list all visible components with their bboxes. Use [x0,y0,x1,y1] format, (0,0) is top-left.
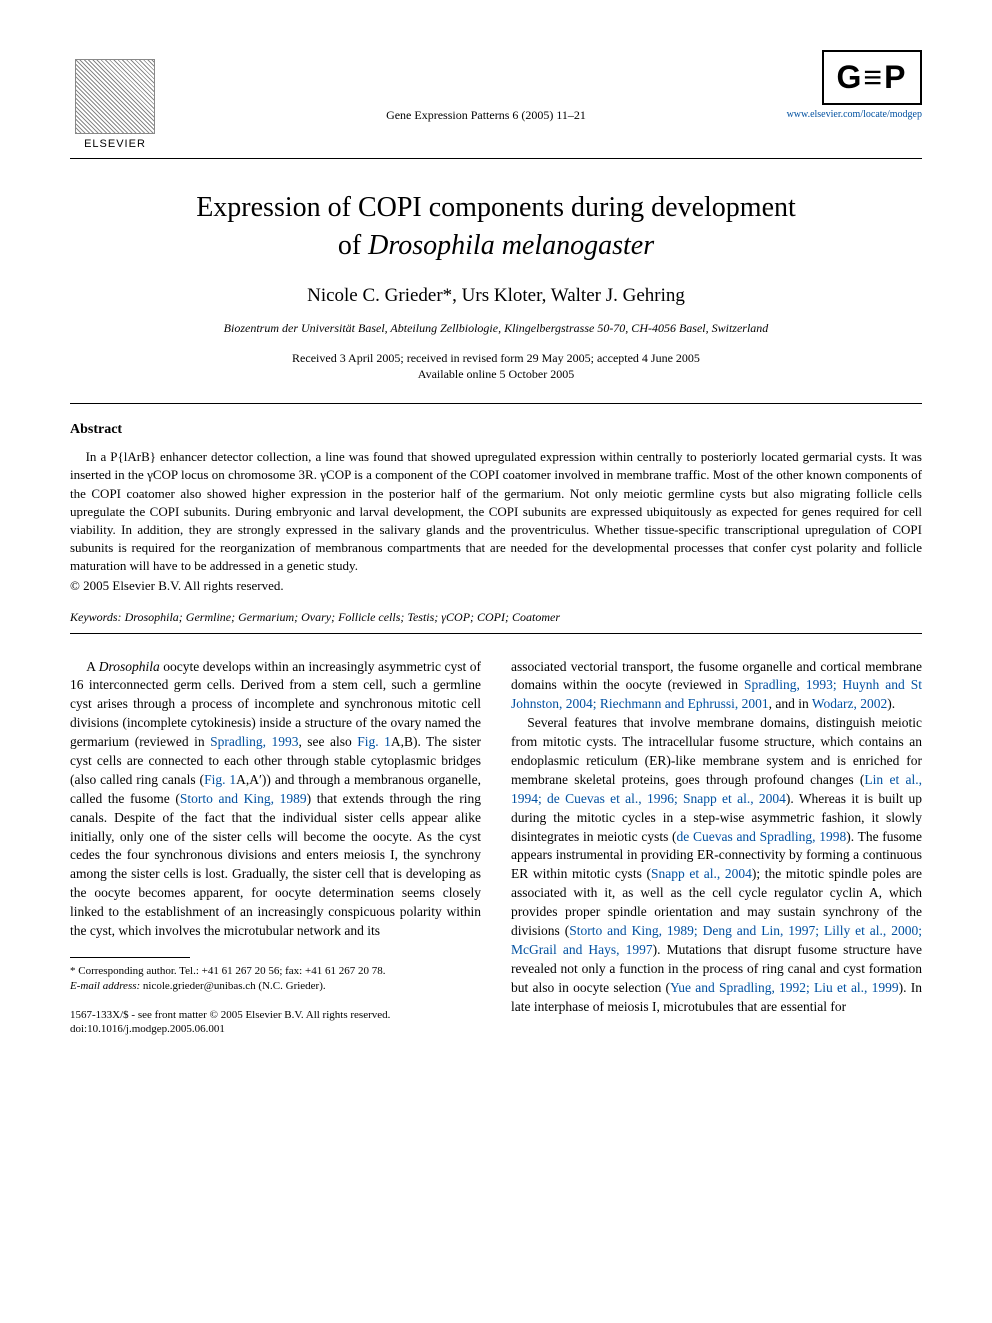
gep-logo-box: G≡P www.elsevier.com/locate/modgep [812,50,922,120]
left-p1: A Drosophila oocyte develops within an i… [70,658,481,941]
txt: , and in [769,696,812,711]
article-title: Expression of COPI components during dev… [70,189,922,265]
email-line: E-mail address: nicole.grieder@unibas.ch… [70,979,481,994]
txt: A [86,659,99,674]
rule-below-keywords [70,633,922,634]
issn-line: 1567-133X/$ - see front matter © 2005 El… [70,1008,481,1023]
keywords: Keywords: Drosophila; Germline; Germariu… [70,610,922,625]
keywords-label: Keywords: [70,610,122,624]
email-value: nicole.grieder@unibas.ch (N.C. Grieder). [140,980,325,992]
rule-top [70,158,922,159]
citation[interactable]: Wodarz, 2002 [812,696,887,711]
title-line1: Expression of COPI components during dev… [196,192,796,223]
abstract-body: In a P{lArB} enhancer detector collectio… [70,448,922,575]
right-p2: Several features that involve membrane d… [511,714,922,1016]
keywords-body: Drosophila; Germline; Germarium; Ovary; … [122,610,560,624]
body-columns: A Drosophila oocyte develops within an i… [70,658,922,1038]
citation[interactable]: Yue and Spradling, 1992; Liu et al., 199… [670,980,899,995]
txt: , see also [298,734,357,749]
species-inline: Drosophila [99,659,160,674]
elsevier-tree-icon [75,59,155,134]
article-dates: Received 3 April 2005; received in revis… [70,350,922,384]
corr-author-line: * Corresponding author. Tel.: +41 61 267… [70,964,481,979]
corresponding-author-footnote: * Corresponding author. Tel.: +41 61 267… [70,964,481,994]
doi-line: doi:10.1016/j.modgep.2005.06.001 [70,1022,481,1037]
journal-reference: Gene Expression Patterns 6 (2005) 11–21 [386,108,586,123]
txt: ) that extends through the ring canals. … [70,791,481,938]
dates-received: Received 3 April 2005; received in revis… [292,351,700,365]
elsevier-logo: ELSEVIER [70,50,160,150]
elsevier-label: ELSEVIER [84,138,146,150]
column-left: A Drosophila oocyte develops within an i… [70,658,481,1038]
figure-ref[interactable]: Fig. 1 [204,772,236,787]
txt: Several features that involve membrane d… [511,715,922,787]
footnote-rule [70,957,190,958]
gep-logo-icon: G≡P [822,50,922,105]
affiliation: Biozentrum der Universität Basel, Abteil… [70,321,922,336]
email-label: E-mail address: [70,980,140,992]
abstract- heading: Abstract [70,422,922,438]
figure-ref[interactable]: Fig. 1 [357,734,391,749]
right-p1: associated vectorial transport, the fuso… [511,658,922,715]
rule-above-abstract [70,403,922,404]
citation[interactable]: Snapp et al., 2004 [651,866,752,881]
abstract-copyright: © 2005 Elsevier B.V. All rights reserved… [70,578,922,594]
column-right: associated vectorial transport, the fuso… [511,658,922,1038]
title-species: Drosophila melanogaster [368,230,654,261]
citation[interactable]: Storto and King, 1989 [180,791,307,806]
authors: Nicole C. Grieder*, Urs Kloter, Walter J… [70,285,922,307]
citation[interactable]: de Cuevas and Spradling, 1998 [677,829,847,844]
dates-online: Available online 5 October 2005 [418,367,574,381]
citation[interactable]: Spradling, 1993 [210,734,298,749]
footer-block: 1567-133X/$ - see front matter © 2005 El… [70,1008,481,1038]
header-row: ELSEVIER Gene Expression Patterns 6 (200… [70,50,922,150]
txt: ). [887,696,895,711]
title-line2-prefix: of [338,230,368,261]
journal-url[interactable]: www.elsevier.com/locate/modgep [787,109,922,120]
